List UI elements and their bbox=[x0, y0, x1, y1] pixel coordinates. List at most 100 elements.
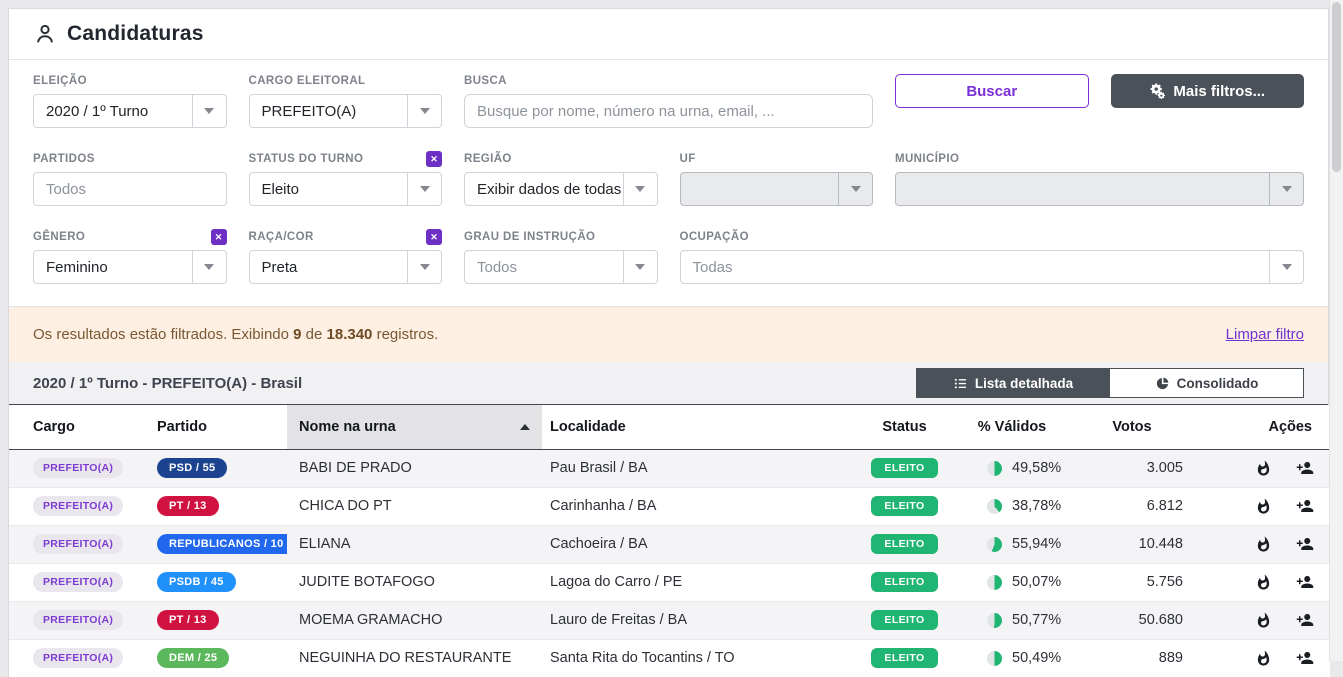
candidaturas-panel: Candidaturas ELEIÇÃO 2020 / 1º Turno CAR… bbox=[8, 8, 1330, 677]
votes-cell: 889 bbox=[1158, 650, 1183, 667]
busca-field: BUSCA bbox=[464, 74, 873, 128]
sort-asc-icon bbox=[520, 423, 530, 430]
ocupacao-select[interactable]: Todas bbox=[679, 250, 1304, 284]
raca-cor-field: RAÇA/COR ✕ Preta bbox=[248, 229, 442, 284]
buscar-button[interactable]: Buscar bbox=[895, 74, 1089, 108]
table-row: PREFEITO(A) PSDB / 45 JUDITE BOTAFOGO La… bbox=[9, 563, 1330, 601]
person-add-icon[interactable] bbox=[1296, 573, 1314, 591]
clear-genero-filter-icon[interactable]: ✕ bbox=[210, 229, 227, 245]
table-body: PREFEITO(A) PSD / 55 BABI DE PRADO Pau B… bbox=[9, 449, 1330, 677]
list-icon bbox=[953, 376, 968, 391]
search-input[interactable] bbox=[464, 94, 873, 128]
shown-count: 9 bbox=[293, 326, 302, 343]
raca-cor-select[interactable]: Preta bbox=[248, 250, 442, 284]
person-add-icon[interactable] bbox=[1296, 649, 1314, 667]
scrollbar-thumb[interactable] bbox=[1332, 2, 1341, 172]
locality-cell: Lauro de Freitas / BA bbox=[550, 612, 688, 628]
votes-history-flame-icon[interactable] bbox=[1255, 459, 1272, 477]
status-turno-field: STATUS DO TURNO ✕ Eleito bbox=[248, 151, 442, 206]
total-count: 18.340 bbox=[326, 326, 373, 343]
person-add-icon[interactable] bbox=[1296, 611, 1314, 629]
status-badge: ELEITO bbox=[871, 648, 938, 669]
consolidado-button[interactable]: Consolidado bbox=[1110, 368, 1304, 398]
ocupacao-field: OCUPAÇÃO Todas bbox=[679, 230, 1304, 284]
votes-history-flame-icon[interactable] bbox=[1255, 611, 1272, 629]
pct-pie-icon bbox=[987, 498, 1002, 514]
pct-validos-value: 50,49% bbox=[1012, 650, 1062, 667]
votes-cell: 50.680 bbox=[1138, 612, 1183, 628]
party-badge: DEM / 25 bbox=[157, 648, 230, 669]
cargo-badge: PREFEITO(A) bbox=[33, 572, 124, 592]
mais-filtros-button[interactable]: Mais filtros... bbox=[1110, 74, 1304, 108]
genero-select[interactable]: Feminino bbox=[33, 250, 227, 284]
limpar-filtro-link[interactable]: Limpar filtro bbox=[1225, 326, 1304, 343]
column-header-cargo[interactable]: Cargo bbox=[9, 405, 149, 450]
mais-filtros-field: Mais filtros... bbox=[1110, 74, 1304, 128]
cargo-badge: PREFEITO(A) bbox=[33, 458, 124, 478]
votes-history-flame-icon[interactable] bbox=[1255, 535, 1272, 553]
column-header-partido[interactable]: Partido bbox=[149, 405, 287, 450]
partidos-input[interactable] bbox=[33, 172, 227, 206]
locality-cell: Cachoeira / BA bbox=[550, 536, 648, 552]
votes-cell: 3.005 bbox=[1146, 460, 1183, 476]
column-header-nome-na-urna[interactable]: Nome na urna bbox=[287, 405, 542, 450]
pct-validos-value: 50,77% bbox=[1012, 612, 1062, 628]
votes-cell: 6.812 bbox=[1146, 498, 1183, 514]
pct-validos-value: 50,07% bbox=[1012, 574, 1062, 590]
chevron-down-icon bbox=[191, 251, 226, 283]
party-badge: PT / 13 bbox=[157, 610, 219, 630]
votes-history-flame-icon[interactable] bbox=[1255, 497, 1272, 515]
candidate-name: ELIANA bbox=[299, 536, 351, 552]
regiao-label: REGIÃO bbox=[464, 153, 512, 165]
pct-validos-value: 49,58% bbox=[1012, 460, 1062, 476]
filter-results-banner: Os resultados estão filtrados. Exibindo … bbox=[9, 307, 1328, 362]
status-turno-select[interactable]: Eleito bbox=[248, 172, 442, 206]
locality-cell: Carinhanha / BA bbox=[550, 498, 657, 514]
grau-instrucao-field: GRAU DE INSTRUÇÃO Todos bbox=[464, 230, 658, 284]
column-header-validos[interactable]: % Válidos bbox=[957, 405, 1067, 450]
chevron-down-icon bbox=[1269, 251, 1303, 283]
chevron-down-icon bbox=[407, 251, 441, 283]
pie-chart-icon bbox=[1155, 376, 1170, 391]
person-add-icon[interactable] bbox=[1296, 535, 1314, 553]
eleicao-select[interactable]: 2020 / 1º Turno bbox=[33, 94, 227, 128]
locality-cell: Pau Brasil / BA bbox=[550, 460, 648, 476]
cargo-eleitoral-select[interactable]: PREFEITO(A) bbox=[248, 94, 442, 128]
chevron-down-icon bbox=[838, 173, 872, 205]
filters-section: ELEIÇÃO 2020 / 1º Turno CARGO ELEITORAL … bbox=[9, 60, 1328, 307]
busca-label: BUSCA bbox=[464, 75, 507, 87]
partidos-field: PARTIDOS bbox=[33, 152, 227, 206]
column-header-votos[interactable]: Votos bbox=[1067, 405, 1197, 450]
party-badge: PT / 13 bbox=[157, 496, 219, 516]
votes-history-flame-icon[interactable] bbox=[1255, 573, 1272, 591]
column-header-localidade[interactable]: Localidade bbox=[542, 405, 852, 450]
person-add-icon[interactable] bbox=[1296, 459, 1314, 477]
cargo-badge: PREFEITO(A) bbox=[33, 610, 124, 630]
municipio-label: MUNICÍPIO bbox=[895, 153, 960, 165]
pct-pie-icon bbox=[987, 574, 1002, 590]
locality-cell: Lagoa do Carro / PE bbox=[550, 574, 683, 590]
clear-status-filter-icon[interactable]: ✕ bbox=[426, 151, 442, 167]
eleicao-field: ELEIÇÃO 2020 / 1º Turno bbox=[33, 74, 227, 128]
regiao-select[interactable]: Exibir dados de todas ... bbox=[464, 172, 658, 206]
votes-history-flame-icon[interactable] bbox=[1255, 650, 1272, 667]
party-badge: PSD / 55 bbox=[157, 458, 228, 478]
person-add-icon[interactable] bbox=[1296, 497, 1314, 515]
uf-label: UF bbox=[679, 153, 696, 165]
vertical-scrollbar[interactable] bbox=[1329, 0, 1343, 661]
lista-detalhada-button[interactable]: Lista detalhada bbox=[916, 368, 1110, 398]
candidate-name: BABI DE PRADO bbox=[299, 460, 412, 476]
locality-cell: Santa Rita do Tocantins / TO bbox=[550, 650, 735, 667]
candidate-name: MOEMA GRAMACHO bbox=[299, 612, 443, 628]
table-row: PREFEITO(A) REPUBLICANOS / 10 ELIANA Cac… bbox=[9, 525, 1330, 563]
ocupacao-label: OCUPAÇÃO bbox=[679, 231, 749, 243]
status-turno-label: STATUS DO TURNO bbox=[248, 153, 364, 165]
clear-raca-filter-icon[interactable]: ✕ bbox=[426, 229, 442, 245]
table-header-row: Cargo Partido Nome na urna Localidade St… bbox=[9, 405, 1330, 450]
party-badge: PSDB / 45 bbox=[157, 572, 236, 592]
grau-instrucao-select[interactable]: Todos bbox=[464, 250, 658, 284]
buscar-field: Buscar bbox=[895, 74, 1089, 128]
pct-pie-icon bbox=[987, 650, 1002, 666]
candidate-name: CHICA DO PT bbox=[299, 498, 392, 514]
column-header-status[interactable]: Status bbox=[852, 405, 957, 450]
